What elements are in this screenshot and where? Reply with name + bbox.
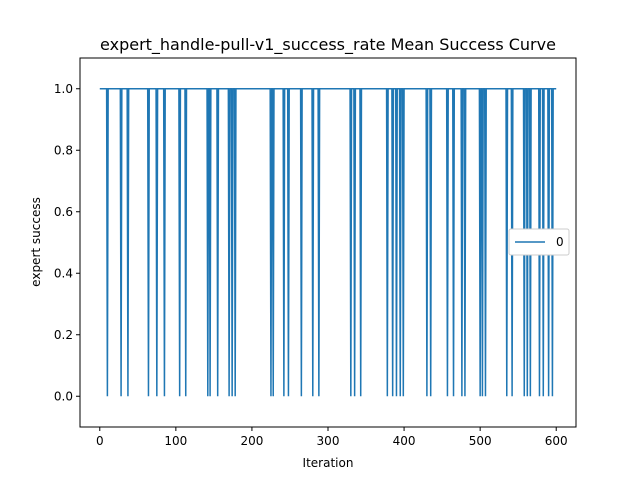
y-tick-label: 1.0 (54, 82, 73, 96)
y-axis-label: expert success (29, 197, 43, 287)
chart-title: expert_handle-pull-v1_success_rate Mean … (100, 35, 556, 55)
x-axis-label: Iteration (303, 456, 354, 470)
x-tick-label: 0 (96, 434, 104, 448)
x-tick-label: 100 (164, 434, 187, 448)
y-tick-label: 0.4 (54, 266, 73, 280)
y-tick-label: 0.6 (54, 205, 73, 219)
y-axis: 0.0 0.2 0.4 0.6 0.8 1.0 (54, 82, 80, 403)
y-tick-label: 0.8 (54, 143, 73, 157)
x-tick-label: 200 (240, 434, 263, 448)
x-tick-label: 300 (317, 434, 340, 448)
plot-area (79, 57, 577, 428)
series-line-0 (99, 88, 557, 397)
legend: 0 (508, 228, 570, 256)
y-tick-label: 0.2 (54, 328, 73, 342)
x-tick-label: 500 (469, 434, 492, 448)
series-layer (99, 88, 557, 397)
legend-label: 0 (556, 235, 564, 249)
x-axis: 0 100 200 300 400 500 600 (96, 427, 568, 448)
y-tick-label: 0.0 (54, 389, 73, 403)
x-tick-label: 600 (545, 434, 568, 448)
x-tick-label: 400 (393, 434, 416, 448)
